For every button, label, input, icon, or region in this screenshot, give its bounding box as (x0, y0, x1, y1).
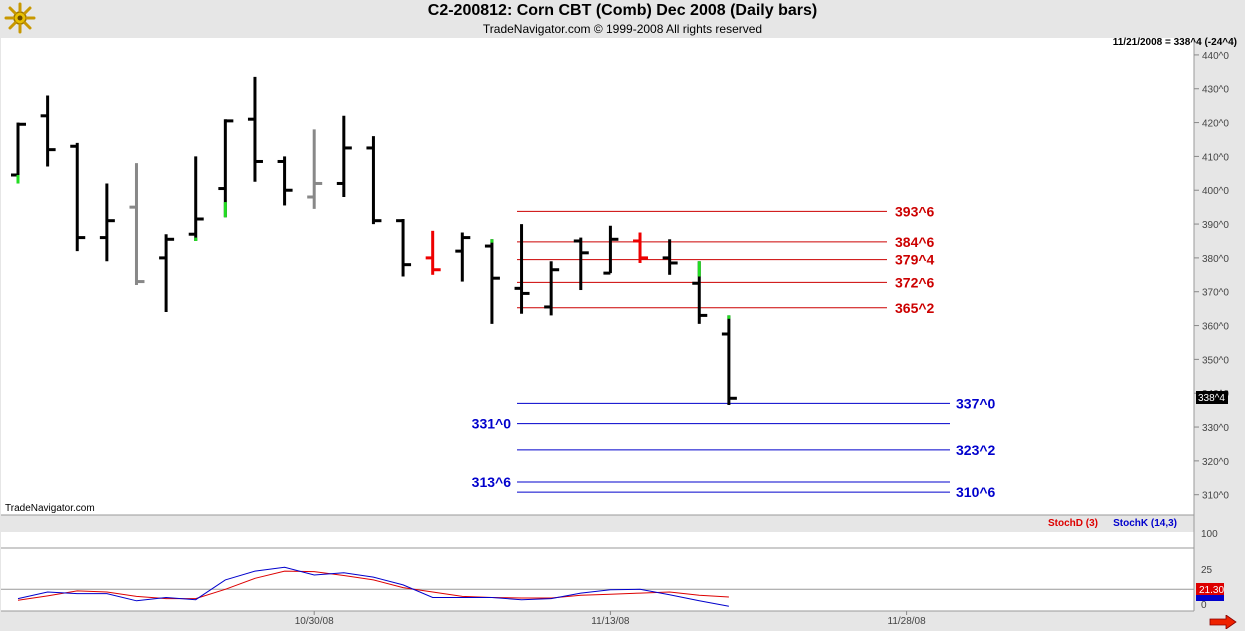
stoch-k-line (17, 566, 729, 607)
watermark-text: TradeNavigator.com (5, 503, 95, 514)
price-tick-label: 390^0 (1202, 220, 1229, 231)
resistance-label: 393^6 (895, 203, 935, 219)
price-tick-label: 410^0 (1202, 152, 1229, 163)
price-info-text: 11/21/2008 = 338^4 (-24^4) (1113, 37, 1237, 48)
stoch-d-value-tag (1196, 583, 1224, 595)
price-tick-label: 370^0 (1202, 288, 1229, 299)
price-tick-label: 430^0 (1202, 85, 1229, 96)
date-tick-label: 10/30/08 (295, 616, 334, 627)
stoch-d-line (17, 570, 729, 601)
resistance-label: 384^6 (895, 234, 935, 250)
price-bars (11, 76, 737, 406)
price-axis-ticks: 440^0 430^0 420^0 410^0 400^0 390^0 380^0 370^0… (1194, 51, 1229, 502)
stoch-tick-0: 0 (1201, 600, 1207, 611)
support-label: 337^0 (956, 395, 996, 411)
support-resistance-lines: 393^6 384^6 379^4 372^6 365^2 337^0 331^0 323^2… (472, 203, 996, 500)
price-tick-label: 320^0 (1202, 457, 1229, 468)
resistance-label: 379^4 (895, 252, 935, 268)
trade-navigator-logo-icon[interactable] (4, 2, 36, 34)
price-tick-label: 330^0 (1202, 423, 1229, 434)
stoch-k-legend: StochK (14,3) (1113, 518, 1177, 529)
price-tick-label: 440^0 (1202, 51, 1229, 62)
support-label: 331^0 (472, 416, 512, 432)
stoch-k-value-tag (1196, 595, 1224, 601)
current-price-tag (1196, 391, 1228, 404)
date-tick-label: 11/13/08 (591, 616, 630, 627)
stoch-d-legend: StochD (3) (1048, 518, 1098, 529)
copyright-subtitle: TradeNavigator.com © 1999-2008 All right… (482, 22, 763, 36)
price-tick-label: 360^0 (1202, 322, 1229, 333)
stoch-d-value-text: 21.30 (1199, 585, 1224, 596)
stoch-tick-25: 25 (1201, 565, 1213, 576)
price-tick-label: 310^0 (1202, 491, 1229, 502)
resistance-label: 365^2 (895, 300, 935, 316)
date-tick-label: 11/28/08 (888, 616, 927, 627)
current-price-tag-text: 338^4 (1198, 393, 1225, 404)
support-label: 310^6 (956, 484, 996, 500)
chart-title: C2-200812: Corn CBT (Comb) Dec 2008 (Dai… (427, 2, 818, 19)
price-tick-label: 420^0 (1202, 119, 1229, 130)
price-tick-label: 400^0 (1202, 186, 1229, 197)
support-label: 313^6 (472, 474, 512, 490)
price-tick-label: 350^0 (1202, 355, 1229, 366)
scroll-right-arrow-icon[interactable] (1209, 614, 1237, 630)
stoch-tick-100: 100 (1201, 529, 1218, 540)
resistance-label: 372^6 (895, 274, 935, 290)
support-label: 323^2 (956, 442, 996, 458)
date-axis: 10/30/08 11/13/08 11/28/08 (1, 610, 1194, 627)
price-panel-background (1, 38, 1194, 515)
price-tick-label: 380^0 (1202, 254, 1229, 265)
stochastic-panel (1, 547, 1194, 607)
stoch-panel-background (1, 532, 1194, 611)
